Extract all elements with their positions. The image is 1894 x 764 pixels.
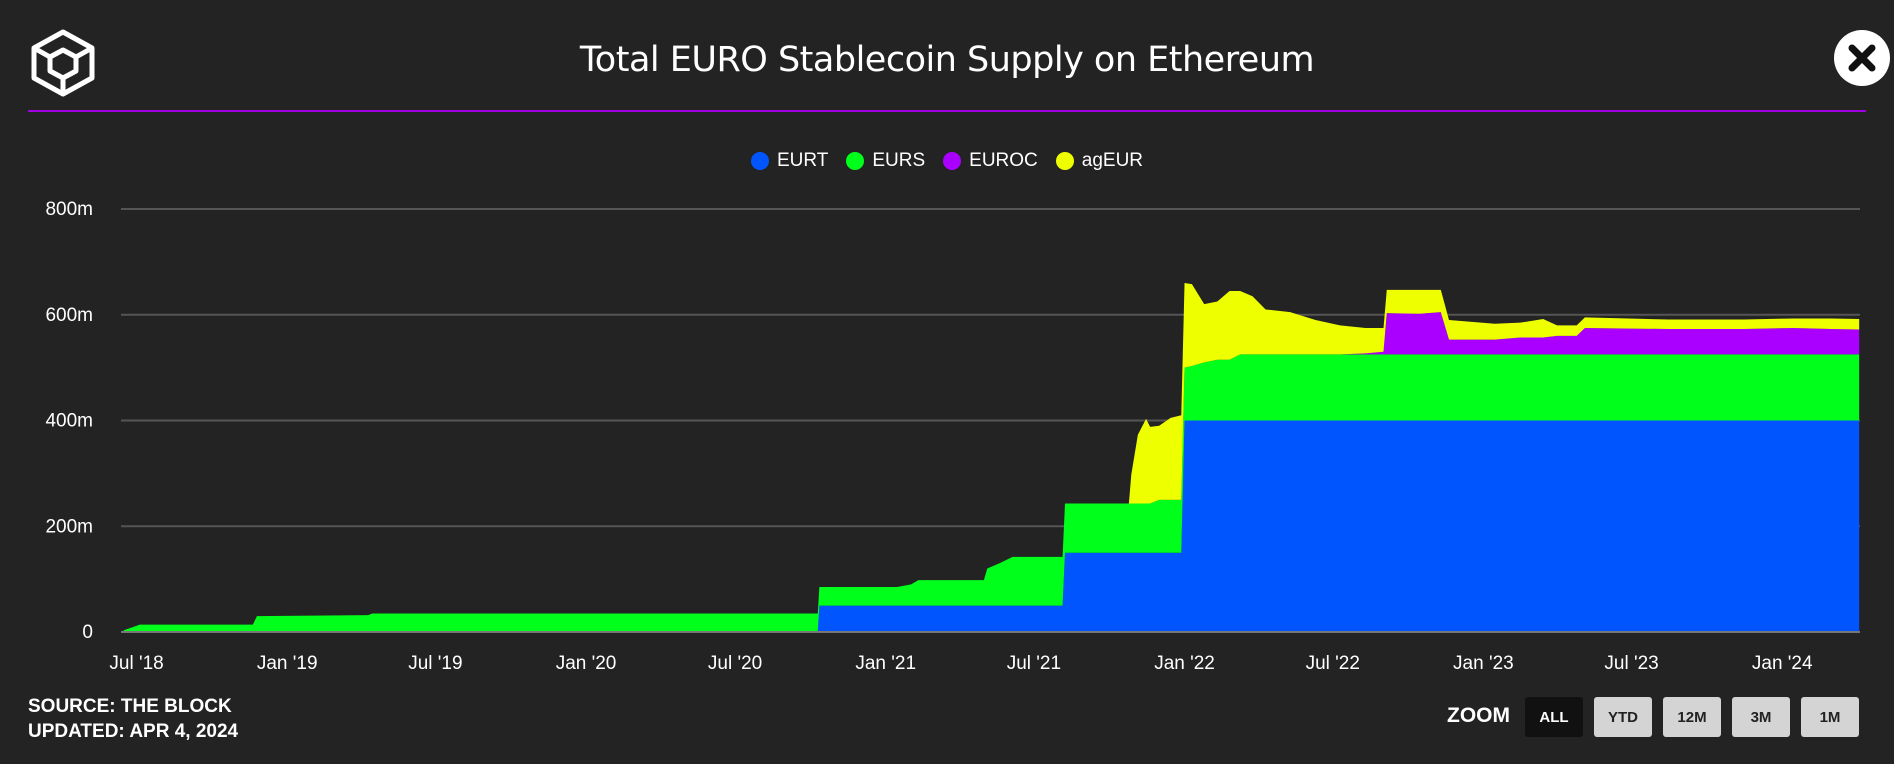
header-divider [28, 110, 1866, 112]
source-label: SOURCE: THE BLOCK [28, 696, 232, 717]
area-series-eurt [123, 420, 1860, 632]
legend-marker-icon [750, 152, 769, 170]
updated-label: UPDATED: APR 4, 2024 [28, 721, 239, 742]
x-tick-label: Jan '23 [1453, 653, 1514, 674]
x-tick-label: Jul '18 [109, 653, 163, 674]
y-tick-label: 600m [45, 305, 93, 326]
legend-item-euroc[interactable]: EUROC [943, 150, 1038, 172]
x-tick-label: Jan '22 [1154, 653, 1215, 674]
zoom-all-button[interactable]: ALL [1525, 697, 1583, 737]
close-icon [1848, 44, 1876, 72]
x-tick-label: Jul '20 [708, 653, 762, 674]
legend-marker-icon [846, 152, 865, 170]
stacked-area-chart: 0 200m 400m 600m 800m Jul '18 Jan '19 Jul '19 Ja… [45, 199, 1860, 674]
x-tick-label: Jul '21 [1007, 653, 1061, 674]
zoom-3m-button[interactable]: 3M [1732, 697, 1790, 737]
area-series-eurs [123, 354, 1860, 632]
y-tick-label: 0 [82, 622, 93, 643]
zoom-1m-button[interactable]: 1M [1801, 697, 1859, 737]
legend-marker-icon [943, 152, 962, 170]
x-tick-label: Jul '19 [408, 653, 462, 674]
x-tick-label: Jan '24 [1752, 653, 1813, 674]
chart-title: Total EURO Stablecoin Supply on Ethereum [579, 40, 1315, 80]
x-tick-label: Jul '23 [1604, 653, 1658, 674]
close-button[interactable] [1834, 30, 1890, 86]
legend-label: EURS [872, 150, 926, 171]
x-tick-label: Jan '19 [257, 653, 318, 674]
y-tick-label: 400m [45, 411, 93, 432]
zoom-12m-button[interactable]: 12M [1663, 697, 1721, 737]
legend-item-eurt[interactable]: EURT [750, 150, 829, 172]
legend-label: EURT [776, 150, 829, 171]
zoom-ytd-button[interactable]: YTD [1594, 697, 1652, 737]
y-tick-label: 800m [45, 199, 93, 220]
x-tick-label: Jan '21 [855, 653, 916, 674]
legend-label: agEUR [1081, 150, 1144, 171]
x-tick-label: Jul '22 [1306, 653, 1360, 674]
legend-marker-icon [1055, 152, 1074, 170]
y-tick-label: 200m [45, 516, 93, 537]
source-info: SOURCE: THE BLOCK UPDATED: APR 4, 2024 [28, 694, 238, 744]
chart-legend: EURT EURS EUROC agEUR [0, 150, 1894, 172]
the-block-logo-icon [28, 28, 98, 98]
area-series-euroc [123, 312, 1860, 631]
legend-label: EUROC [969, 150, 1038, 171]
legend-item-eurs[interactable]: EURS [846, 150, 925, 172]
x-tick-label: Jan '20 [556, 653, 617, 674]
legend-item-ageur[interactable]: agEUR [1055, 150, 1144, 172]
zoom-label: ZOOM [1447, 704, 1510, 727]
